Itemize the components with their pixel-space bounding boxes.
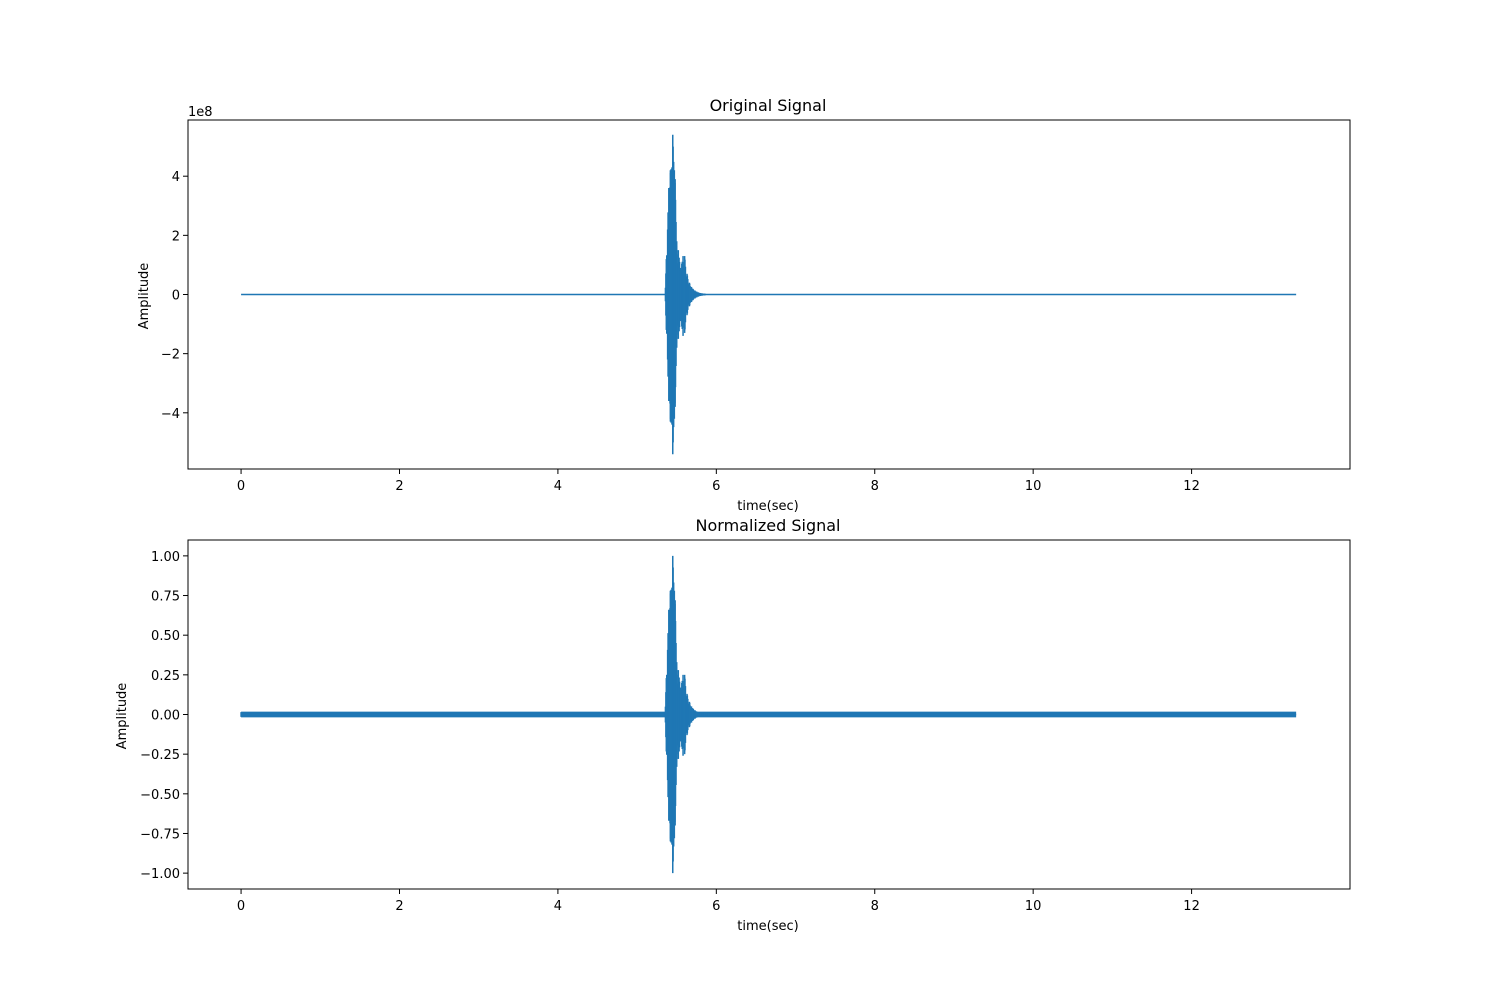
chart-title: Original Signal [710,96,827,115]
y-tick-label: −0.50 [140,788,180,803]
y-tick-label: −1.00 [140,867,180,882]
y-axis-ticks: −4 −2 0 2 4 [161,170,188,422]
x-tick-label: 6 [712,479,720,494]
y-tick-label: −4 [161,407,180,422]
x-tick-label: 4 [554,479,562,494]
x-tick-label: 2 [395,899,403,914]
y-axis-ticks: −1.00 −0.75 −0.50 −0.25 0.00 0.25 0.50 0.75 1.00 [140,550,188,882]
x-tick-label: 8 [871,479,879,494]
y-tick-label: −2 [161,348,180,363]
x-tick-label: 12 [1183,899,1200,914]
subplot-original-signal: Original Signal 1e8 0 2 4 6 8 10 12 −4 −2 0 2 4 ti… [137,96,1351,514]
y-axis-label: Amplitude [137,263,152,330]
y-axis-label: Amplitude [115,683,130,750]
y-tick-label: 0.50 [151,629,180,644]
y-tick-label: 4 [172,170,180,185]
y-tick-label: 0.00 [151,709,180,724]
x-tick-label: 8 [871,899,879,914]
x-tick-label: 12 [1183,479,1200,494]
plot-marks [240,555,1297,874]
x-axis-ticks: 0 2 4 6 8 10 12 [237,889,1200,914]
y-tick-label: −0.75 [140,827,180,842]
plot-marks [241,134,1297,455]
x-tick-label: 0 [237,899,245,914]
chart-title: Normalized Signal [696,516,841,535]
x-tick-label: 0 [237,479,245,494]
y-tick-label: 0.25 [151,669,180,684]
y-tick-label: 0 [172,289,180,304]
y-offset-label: 1e8 [188,105,213,120]
x-tick-label: 2 [395,479,403,494]
x-tick-label: 4 [554,899,562,914]
x-axis-label: time(sec) [737,919,798,934]
y-tick-label: 0.75 [151,590,180,605]
x-axis-ticks: 0 2 4 6 8 10 12 [237,469,1200,494]
x-tick-label: 10 [1025,479,1042,494]
x-tick-label: 6 [712,899,720,914]
x-tick-label: 10 [1025,899,1042,914]
y-tick-label: 1.00 [151,550,180,565]
y-tick-label: −0.25 [140,748,180,763]
x-axis-label: time(sec) [737,499,798,514]
y-tick-label: 2 [172,229,180,244]
subplot-normalized-signal: Normalized Signal 0 2 4 6 8 10 12 −1.00 −0.75 −0… [115,516,1351,934]
